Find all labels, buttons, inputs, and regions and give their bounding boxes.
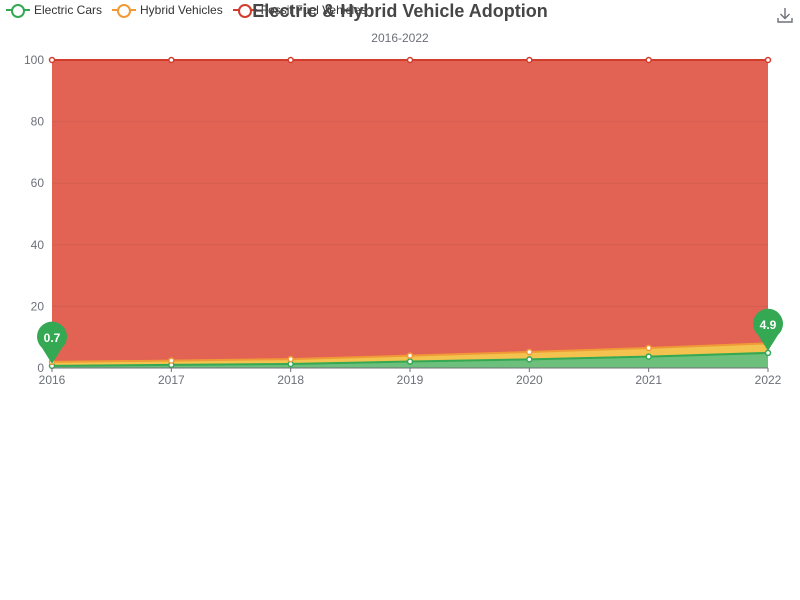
- legend-item-hybrid-vehicles[interactable]: Hybrid Vehicles: [112, 3, 223, 18]
- legend-marker-electric-icon: [6, 3, 30, 18]
- legend: Electric Cars Hybrid Vehicles Fossil Fue…: [6, 3, 367, 18]
- legend-marker-hybrid-icon: [112, 3, 137, 18]
- point-hybrid-vehicles-2018: [287, 355, 294, 363]
- point-electric-cars-2022: [764, 349, 772, 357]
- point-electric-cars-2021: [645, 353, 652, 360]
- point-hybrid-vehicles-2017: [168, 357, 175, 364]
- legend-marker-fossil-icon: [232, 3, 257, 18]
- y-tick-label-80: 80: [31, 115, 45, 129]
- point-electric-cars-2020: [526, 356, 533, 363]
- marker-pin-2016: [37, 321, 68, 364]
- x-tick-label-2020: 2020: [516, 373, 543, 387]
- point-fossil-fuel-vehicles-2016: [48, 56, 56, 64]
- chart-subtitle: 2016-2022: [371, 31, 429, 45]
- y-tick-label-40: 40: [31, 238, 45, 252]
- marker-pin-2022: [753, 308, 784, 351]
- x-tick-label-2022: 2022: [755, 373, 782, 387]
- point-fossil-fuel-vehicles-2022: [764, 56, 772, 64]
- point-electric-cars-2019: [406, 358, 414, 365]
- y-tick-label-20: 20: [31, 299, 45, 313]
- y-tick-label-100: 100: [24, 53, 44, 67]
- chart-title: Electric & Hybrid Vehicle Adoption: [252, 1, 548, 21]
- legend-item-electric-cars[interactable]: Electric Cars: [6, 3, 103, 18]
- marker-label-2016: 0.7: [44, 331, 61, 345]
- download-icon[interactable]: [776, 6, 794, 24]
- area-fossil-fuel-vehicles: [52, 60, 768, 362]
- point-fossil-fuel-vehicles-2018: [287, 56, 294, 64]
- point-fossil-fuel-vehicles-2017: [168, 56, 175, 64]
- y-tick-label-60: 60: [31, 176, 45, 190]
- area-electric-cars: [52, 352, 768, 368]
- legend-label-electric-cars: Electric Cars: [34, 3, 103, 17]
- point-fossil-fuel-vehicles-2020: [526, 56, 533, 64]
- point-hybrid-vehicles-2019: [406, 352, 414, 359]
- x-tick-label-2017: 2017: [158, 373, 185, 387]
- point-hybrid-vehicles-2020: [526, 348, 533, 356]
- x-tick-label-2018: 2018: [277, 373, 304, 387]
- marker-label-2022: 4.9: [760, 318, 777, 332]
- point-fossil-fuel-vehicles-2019: [406, 56, 414, 64]
- point-fossil-fuel-vehicles-2021: [645, 56, 652, 64]
- legend-label-fossil-fuel-vehicles: Fossil Fuel Vehicles: [260, 3, 367, 17]
- legend-item-fossil-fuel-vehicles[interactable]: Fossil Fuel Vehicles: [232, 3, 367, 18]
- x-tick-label-2021: 2021: [635, 373, 662, 387]
- point-hybrid-vehicles-2021: [645, 344, 652, 352]
- y-tick-label-0: 0: [37, 361, 44, 375]
- x-tick-label-2016: 2016: [39, 373, 66, 387]
- legend-label-hybrid-vehicles: Hybrid Vehicles: [140, 3, 223, 17]
- x-tick-label-2019: 2019: [397, 373, 424, 387]
